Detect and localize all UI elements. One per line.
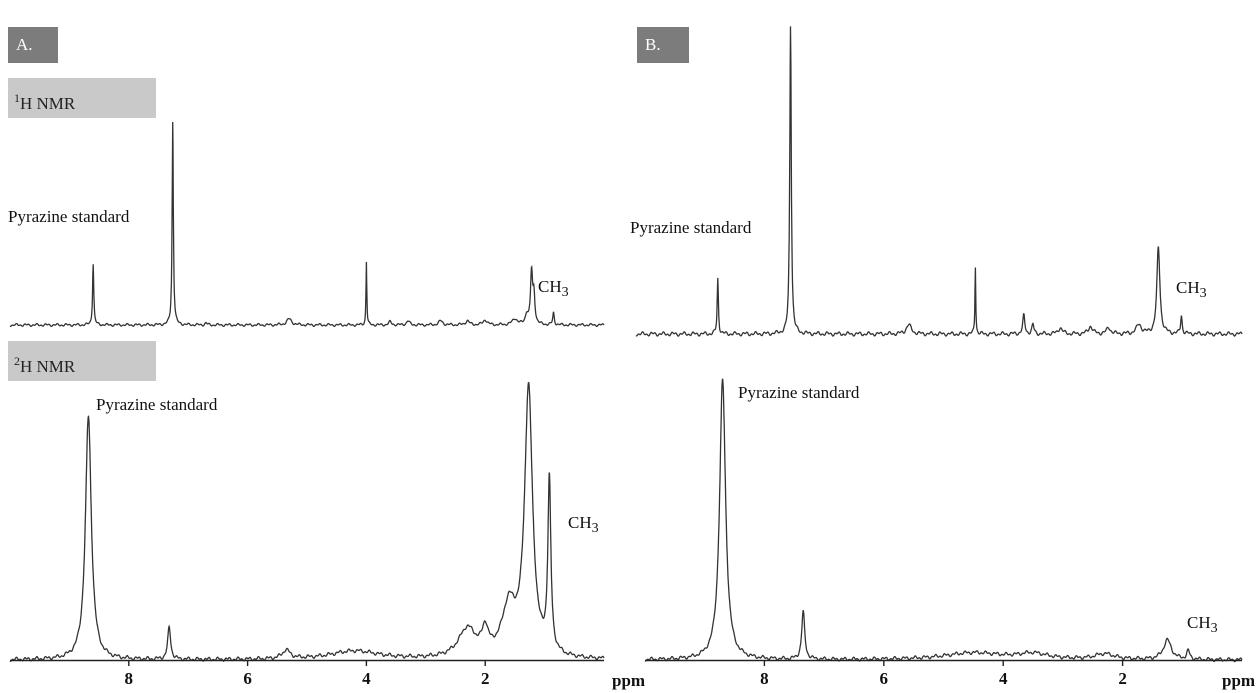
panel-label-b: B.	[637, 27, 689, 63]
pyrazine-standard-label: Pyrazine standard	[738, 383, 860, 402]
x-tick-label: 2	[1118, 669, 1127, 688]
spectrum-a-2h: 8 6 4 2 ppm Pyrazine standard CH3	[9, 381, 645, 690]
x-axis-label: ppm	[612, 671, 645, 690]
pyrazine-standard-label: Pyrazine standard	[96, 395, 218, 414]
spectrum-b-2h: 8 6 4 2 ppm Pyrazine standard CH3	[644, 378, 1255, 690]
x-tick-label: 4	[999, 669, 1008, 688]
x-tick-label: 8	[760, 669, 769, 688]
spectrum-b-1h: Pyrazine standard CH3	[630, 26, 1243, 337]
nmr-label-1h: 1H NMR	[8, 78, 156, 118]
x-tick-label: 8	[125, 669, 134, 688]
pyrazine-standard-label: Pyrazine standard	[8, 207, 130, 226]
ch3-label: CH3	[538, 277, 569, 300]
nmr-label-2h-text: H NMR	[20, 357, 76, 376]
ch3-label: CH3	[1176, 278, 1207, 301]
x-axis-label: ppm	[1222, 671, 1255, 690]
nmr-label-1h-text: H NMR	[20, 94, 76, 113]
nmr-label-1h-isotope: 1	[14, 91, 20, 105]
x-tick-label: 2	[481, 669, 490, 688]
nmr-label-2h: 2H NMR	[8, 341, 156, 381]
pyrazine-standard-label: Pyrazine standard	[630, 218, 752, 237]
x-tick-label: 4	[362, 669, 371, 688]
spectrum-trace	[9, 381, 605, 662]
panel-label-a: A.	[8, 27, 58, 63]
ch3-label: CH3	[568, 513, 599, 536]
x-tick-label: 6	[243, 669, 252, 688]
spectrum-trace	[635, 26, 1243, 337]
x-tick-label: 6	[880, 669, 889, 688]
spectrum-trace	[644, 378, 1243, 663]
nmr-label-2h-isotope: 2	[14, 354, 20, 368]
spectrum-trace	[9, 121, 605, 328]
ch3-label: CH3	[1187, 613, 1218, 636]
spectrum-a-1h: Pyrazine standard CH3	[8, 121, 605, 328]
